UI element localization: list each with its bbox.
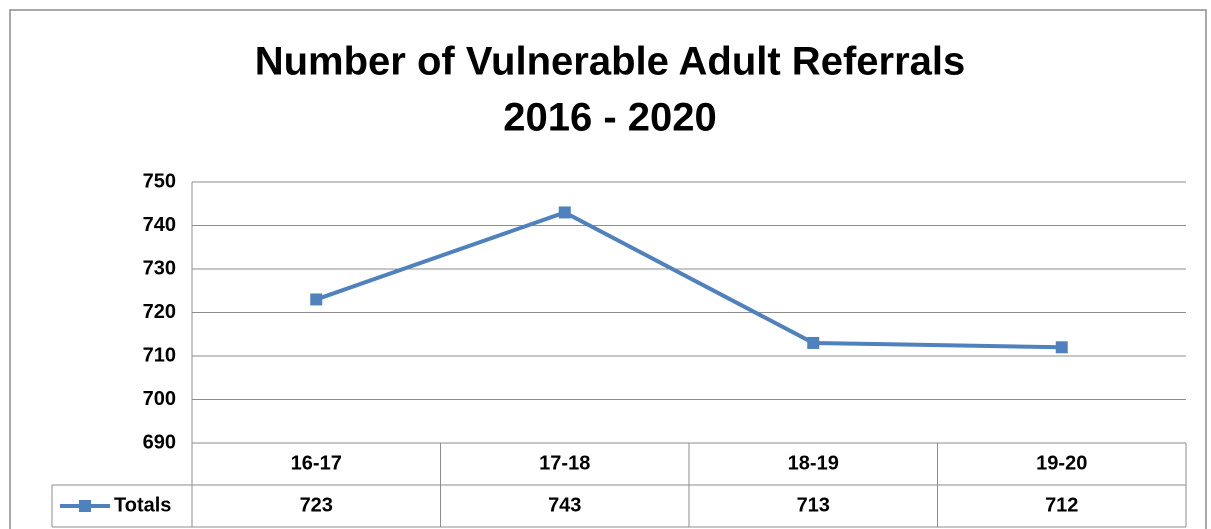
y-tick-label: 690 [143, 431, 176, 453]
x-tick-label: 19-20 [1036, 452, 1087, 474]
marker [558, 206, 571, 219]
y-tick-label: 740 [143, 214, 176, 236]
table-value: 712 [1045, 494, 1078, 516]
x-tick-label: 16-17 [291, 452, 342, 474]
series-line [315, 210, 1062, 350]
table-value: 743 [548, 494, 581, 516]
marker [310, 293, 323, 306]
chart-title: 2016 - 2020 [503, 96, 717, 140]
y-tick-label: 730 [143, 257, 176, 279]
legend-marker [79, 500, 91, 512]
x-tick-label: 18-19 [788, 452, 839, 474]
legend-label: Totals [114, 494, 171, 516]
y-tick-label: 710 [143, 344, 176, 366]
y-tick-label: 720 [143, 301, 176, 323]
marker [1055, 341, 1068, 354]
x-tick-label: 17-18 [539, 452, 590, 474]
chart-title: Number of Vulnerable Adult Referrals [255, 40, 966, 84]
y-tick-label: 750 [143, 170, 176, 192]
marker [807, 336, 820, 349]
y-tick-label: 700 [143, 388, 176, 410]
table-value: 723 [300, 494, 333, 516]
table-value: 713 [797, 494, 830, 516]
